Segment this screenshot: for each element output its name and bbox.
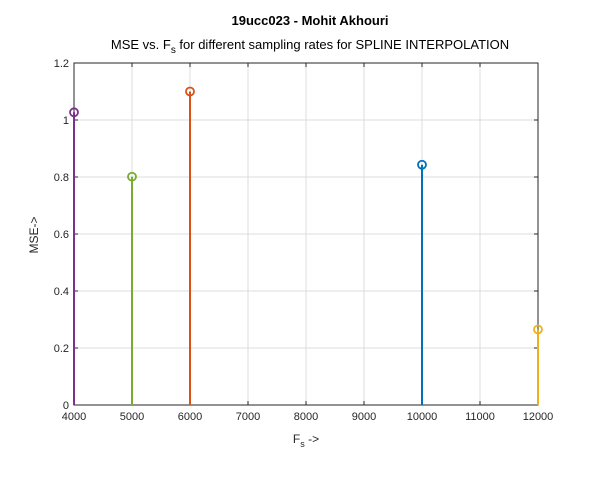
stem-marker xyxy=(69,107,79,118)
subtitle-prefix: MSE vs. F xyxy=(111,37,171,52)
y-tick-label: 0.4 xyxy=(54,286,69,298)
chart-title: 19ucc023 - Mohit Akhouri xyxy=(232,13,389,28)
stems xyxy=(69,86,543,405)
x-tick-label: 8000 xyxy=(294,411,318,423)
stem-marker xyxy=(417,159,427,170)
x-tick-label: 9000 xyxy=(352,411,376,423)
x-axis-label-subscript: s xyxy=(300,439,305,449)
subtitle-subscript: s xyxy=(171,45,176,56)
stem-marker xyxy=(533,324,543,335)
stem-marker xyxy=(185,86,195,97)
y-tick-label: 0.6 xyxy=(54,229,69,241)
x-tick-label: 5000 xyxy=(120,411,144,423)
x-tick-label: 7000 xyxy=(236,411,260,423)
x-tick-label: 12000 xyxy=(523,411,554,423)
x-tick-label: 4000 xyxy=(62,411,86,423)
y-tick-label: 1 xyxy=(63,115,69,127)
subtitle-suffix: for different sampling rates for SPLINE … xyxy=(176,37,509,52)
tick-labels: 4000 5000 6000 7000 8000 9000 10000 11000 12000 0… xyxy=(54,58,554,423)
grid xyxy=(73,62,539,406)
x-axis-label-main: F xyxy=(293,432,300,446)
stem-marker xyxy=(127,171,137,182)
y-axis-label: MSE-> xyxy=(27,216,41,253)
chart-subtitle: MSE vs. Fs for different sampling rates … xyxy=(111,37,509,56)
x-tick-label: 10000 xyxy=(407,411,438,423)
x-axis-label: Fs -> xyxy=(293,432,319,449)
x-axis-label-suffix: -> xyxy=(305,432,319,446)
y-tick-label: 1.2 xyxy=(54,58,69,70)
x-tick-label: 11000 xyxy=(465,411,495,423)
y-tick-label: 0.2 xyxy=(54,343,69,355)
y-tick-label: 0.8 xyxy=(54,172,69,184)
x-tick-label: 6000 xyxy=(178,411,202,423)
y-tick-label: 0 xyxy=(63,400,69,412)
